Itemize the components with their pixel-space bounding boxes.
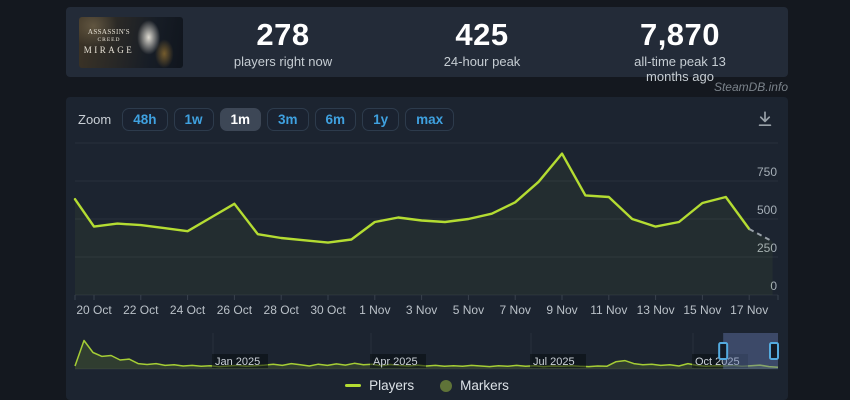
navigator-series-line[interactable] xyxy=(74,339,779,368)
players-now-value: 278 xyxy=(256,17,310,52)
game-capsule-image[interactable]: ASSASSIN'S CREED MIRAGE xyxy=(79,17,183,68)
game-logo: ASSASSIN'S CREED MIRAGE xyxy=(83,28,135,56)
y-axis-label: 0 xyxy=(770,279,777,293)
x-axis-label: 22 Oct xyxy=(123,303,159,317)
x-axis-label: 7 Nov xyxy=(500,303,531,317)
provisional-dashed-segment xyxy=(748,228,774,243)
peak-24h-value: 425 xyxy=(455,17,509,52)
zoom-label: Zoom xyxy=(78,111,112,127)
zoom-range-6m-button[interactable]: 6m xyxy=(314,107,357,131)
x-axis-label: 20 Oct xyxy=(76,303,112,317)
legend-markers-label: Markers xyxy=(460,378,509,393)
navigator-month-chip xyxy=(692,354,748,368)
stat-24h-peak: 425 24-hour peak xyxy=(444,18,521,69)
zoom-range-48h-button[interactable]: 48h xyxy=(122,107,168,131)
x-axis-label: 3 Nov xyxy=(406,303,437,317)
zoom-range-1m-button[interactable]: 1m xyxy=(219,107,262,131)
zoom-range-buttons: 48h 1w 1m 3m 6m 1y max xyxy=(122,107,455,131)
logo-line-assassins: ASSASSIN'S xyxy=(87,28,131,36)
players-line-chart[interactable]: 750 500 250 0 20 Oct 22 Oct 24 Oct 26 Oct 28 Oct… xyxy=(66,97,788,400)
logo-line-creed: CREED xyxy=(97,36,121,43)
x-axis-label: 30 Oct xyxy=(310,303,346,317)
x-axis-label: 11 Nov xyxy=(590,303,627,317)
x-axis-label: 26 Oct xyxy=(217,303,253,317)
navigator-month-label: Jul 2025 xyxy=(533,356,575,368)
zoom-range-3m-button[interactable]: 3m xyxy=(267,107,309,131)
chart-legend: Players Markers xyxy=(66,378,788,393)
players-series-line xyxy=(73,152,751,244)
navigator-month-label: Jan 2025 xyxy=(215,356,260,368)
navigator-month-chip xyxy=(212,354,268,368)
navigator-area-fill xyxy=(75,340,778,369)
players-line-swatch-icon xyxy=(345,384,362,387)
zoom-range-1y-button[interactable]: 1y xyxy=(362,107,400,131)
navigator-handle-left[interactable] xyxy=(718,342,729,360)
navigator-month-chip xyxy=(530,354,586,368)
y-axis-label: 500 xyxy=(757,203,777,217)
navigator-month-chip xyxy=(370,354,426,368)
game-stats-bar: ASSASSIN'S CREED MIRAGE 278 players righ… xyxy=(66,7,788,84)
zoom-toolbar: Zoom 48h 1w 1m 3m 6m 1y max xyxy=(78,105,455,133)
x-axis-label: 1 Nov xyxy=(359,303,390,317)
legend-item-markers[interactable]: Markers xyxy=(440,378,509,393)
legend-players-label: Players xyxy=(369,378,415,393)
legend-item-players[interactable]: Players xyxy=(345,378,414,393)
x-axis-label: 9 Nov xyxy=(546,303,577,317)
zoom-range-max-button[interactable]: max xyxy=(405,107,455,131)
download-icon[interactable] xyxy=(755,109,775,129)
logo-line-mirage: MIRAGE xyxy=(83,44,135,55)
stat-alltime-peak: 7,870 all-time peak 13 months ago xyxy=(626,18,734,84)
peak-24h-label: 24-hour peak xyxy=(443,54,521,69)
x-axis-label: 15 Nov xyxy=(683,303,721,317)
navigator-month-label: Oct 2025 xyxy=(695,356,740,368)
stat-players-now: 278 players right now xyxy=(234,18,332,69)
y-axis-label: 750 xyxy=(757,165,777,179)
navigator-month-label: Apr 2025 xyxy=(373,356,418,368)
y-axis-label: 250 xyxy=(757,241,777,255)
steamdb-watermark: SteamDB.info xyxy=(713,80,788,94)
x-axis-label: 17 Nov xyxy=(730,303,768,317)
x-axis-label: 5 Nov xyxy=(453,303,484,317)
navigator-handle-right[interactable] xyxy=(769,342,779,360)
zoom-range-1w-button[interactable]: 1w xyxy=(173,107,214,131)
x-axis-label: 28 Oct xyxy=(264,303,300,317)
alltime-peak-value: 7,870 xyxy=(639,17,721,52)
x-axis-label: 13 Nov xyxy=(637,303,675,317)
navigator-selection-window[interactable] xyxy=(723,333,778,369)
players-now-label: players right now xyxy=(233,54,333,69)
markers-dot-swatch-icon xyxy=(440,379,453,392)
x-axis-label: 24 Oct xyxy=(170,303,206,317)
alltime-peak-label: all-time peak 13 months ago xyxy=(634,54,726,84)
players-area-fill xyxy=(75,153,773,295)
